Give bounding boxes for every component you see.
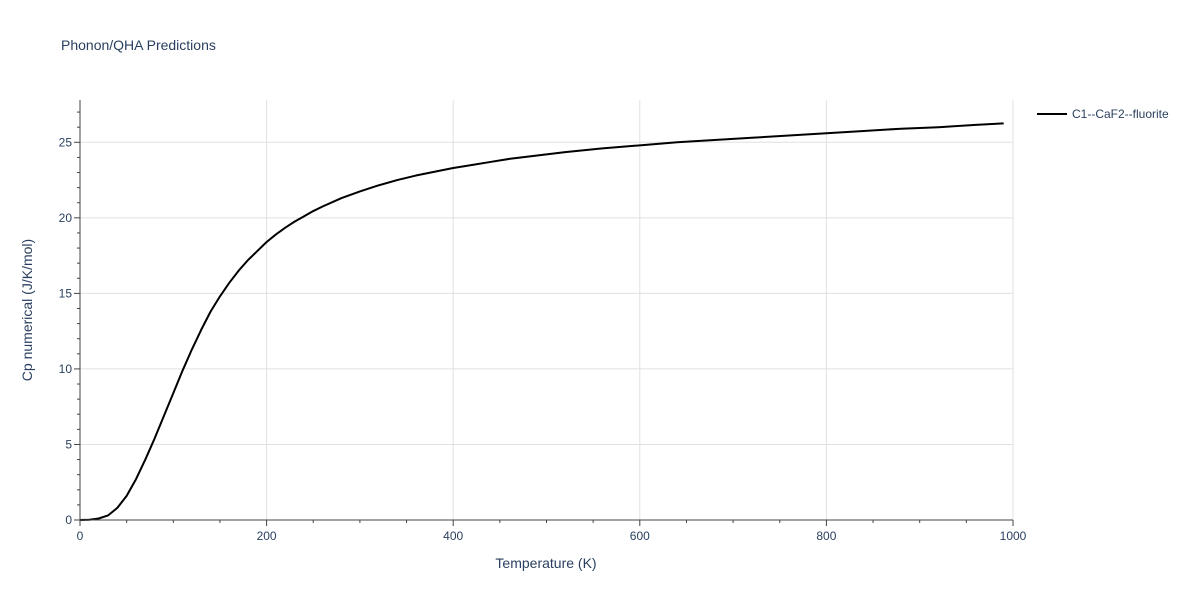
y-tick-label: 20 [59,211,73,225]
x-tick-label: 800 [816,529,836,543]
x-tick-label: 0 [77,529,84,543]
x-tick-label: 1000 [1000,529,1027,543]
y-axis-title: Cp numerical (J/K/mol) [19,239,35,381]
y-tick-label: 10 [59,362,73,376]
y-tick-label: 0 [65,513,72,527]
y-tick-label: 5 [65,437,72,451]
chart-title: Phonon/QHA Predictions [61,37,216,53]
x-tick-label: 400 [443,529,463,543]
legend-label: C1--CaF2--fluorite [1072,107,1169,121]
grid-lines [80,100,1014,520]
axes [74,100,1014,526]
x-tick-labels: 0 200 400 600 800 1000 [77,529,1027,543]
series-line [79,122,1004,521]
y-tick-label: 25 [59,135,73,149]
x-tick-label: 200 [257,529,277,543]
y-tick-labels: 0 5 10 15 20 25 [59,135,73,527]
x-axis-title: Temperature (K) [495,555,596,571]
y-tick-label: 15 [59,286,73,300]
x-tick-label: 600 [630,529,650,543]
legend[interactable]: C1--CaF2--fluorite [1037,107,1169,121]
plot-area [79,122,1004,521]
